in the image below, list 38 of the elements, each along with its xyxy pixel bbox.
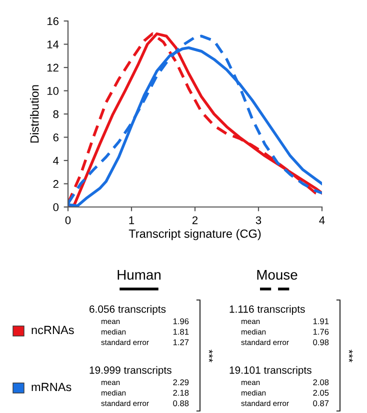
x-tick-label: 0 <box>65 216 71 224</box>
text: 1.91 <box>313 318 329 324</box>
text: 2.08 <box>313 379 329 386</box>
text: 1.81 <box>173 328 189 335</box>
x-tick-label: 3 <box>256 216 262 224</box>
y-tick-label: 14 <box>47 40 59 48</box>
text: 2.18 <box>173 390 189 396</box>
text: 19.101 transcripts <box>230 366 312 376</box>
y-tick-label: 10 <box>47 87 59 95</box>
text: *** <box>348 350 353 362</box>
y-tick-label: 4 <box>53 156 59 165</box>
text: 2.05 <box>313 390 329 396</box>
text: 2.29 <box>173 379 189 386</box>
x-axis-title: Transcript signature (CG) <box>128 229 261 240</box>
text: ncRNAs <box>32 326 74 334</box>
text: mRNAs <box>32 382 72 392</box>
text: 6.056 transcripts <box>90 305 166 315</box>
y-tick-label: 2 <box>53 180 58 188</box>
text: 1.116 transcripts <box>230 305 305 315</box>
text: 0.87 <box>313 400 329 406</box>
text: Human <box>118 270 160 280</box>
y-tick-label: 12 <box>47 64 58 72</box>
y-tick-label: 16 <box>47 17 58 26</box>
y-tick-label: 8 <box>53 110 58 118</box>
text: 0.98 <box>313 339 329 346</box>
y-axis-title: Distribution <box>30 85 39 143</box>
text: 0.88 <box>173 400 189 406</box>
text: 1.27 <box>173 339 189 346</box>
x-tick-label: 4 <box>319 216 325 224</box>
y-tick-label: 0 <box>53 203 59 212</box>
text: Mouse <box>257 270 298 280</box>
text: 1.96 <box>173 318 189 324</box>
x-tick-label: 1 <box>129 216 134 224</box>
y-tick-label: 6 <box>53 134 58 142</box>
x-tick-label: 2 <box>192 216 198 224</box>
text: 19.999 transcripts <box>90 366 172 376</box>
text: 1.76 <box>313 328 329 335</box>
text: *** <box>208 350 213 362</box>
